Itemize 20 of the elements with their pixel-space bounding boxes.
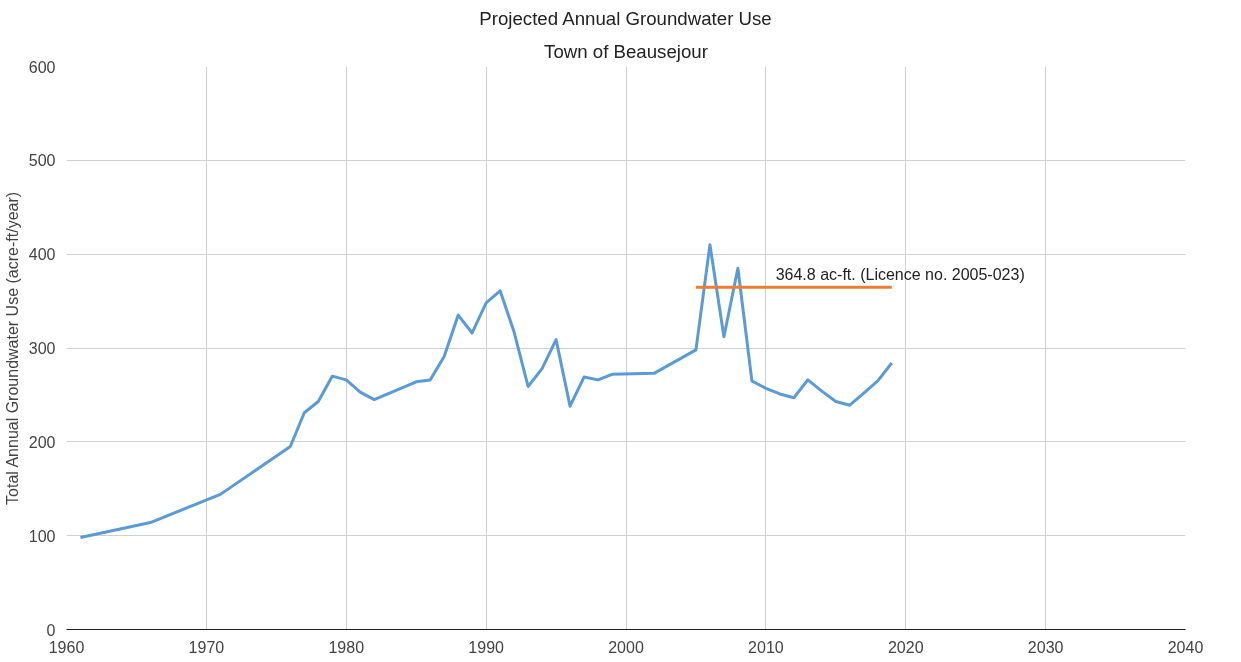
x-tick-label: 2000 (608, 638, 644, 656)
x-tick-label: 1990 (468, 638, 505, 656)
x-tick-label: 1960 (48, 638, 85, 656)
chart-title: Projected Annual Groundwater Use (479, 7, 772, 29)
y-tick-label: 200 (28, 433, 56, 451)
y-tick-label: 300 (28, 340, 56, 357)
y-tick-label: 600 (28, 58, 56, 76)
y-axis-title: Total Annual Groundwater Use (acre-ft/year) (3, 191, 21, 505)
y-tick-label: 400 (28, 246, 56, 264)
x-tick-label: 2030 (1027, 638, 1064, 656)
y-tick-label: 100 (28, 527, 56, 545)
x-tick-label: 2040 (1167, 638, 1204, 656)
x-tick-label: 2010 (748, 638, 784, 656)
annotation: 364.8 ac-ft. (Licence no. 2005-023) (775, 266, 1025, 284)
y-tick-label: 500 (28, 152, 56, 170)
x-tick-label: 1980 (328, 638, 365, 656)
chart-subtitle: Town of Beausejour (544, 40, 708, 62)
x-tick-label: 2020 (887, 638, 924, 656)
x-tick-label: 1970 (188, 638, 225, 656)
y-tick-label: 0 (46, 621, 56, 639)
